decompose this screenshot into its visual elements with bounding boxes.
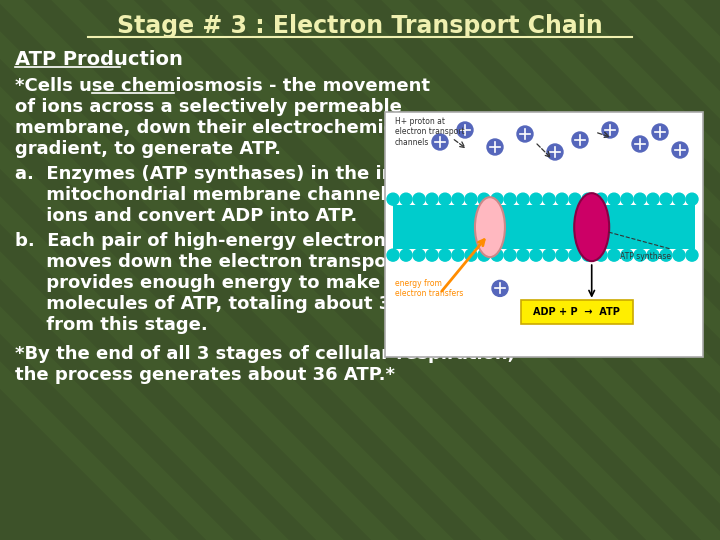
- Text: energy from
electron transfers: energy from electron transfers: [395, 279, 464, 298]
- Circle shape: [530, 193, 542, 205]
- Text: ions and convert ADP into ATP.: ions and convert ADP into ATP.: [15, 207, 357, 225]
- Circle shape: [634, 249, 646, 261]
- Circle shape: [400, 193, 412, 205]
- Circle shape: [465, 193, 477, 205]
- Circle shape: [452, 193, 464, 205]
- Circle shape: [608, 193, 620, 205]
- Circle shape: [487, 139, 503, 155]
- Circle shape: [432, 134, 448, 150]
- Circle shape: [686, 249, 698, 261]
- Circle shape: [647, 249, 659, 261]
- Text: provides enough energy to make about 3: provides enough energy to make about 3: [15, 274, 464, 292]
- Text: a.  Enzymes (ATP synthases) in the inner: a. Enzymes (ATP synthases) in the inner: [15, 165, 428, 183]
- Circle shape: [491, 193, 503, 205]
- Circle shape: [572, 132, 588, 148]
- Circle shape: [517, 249, 529, 261]
- Circle shape: [621, 193, 633, 205]
- Circle shape: [672, 142, 688, 158]
- Circle shape: [478, 193, 490, 205]
- Circle shape: [543, 249, 555, 261]
- Circle shape: [478, 249, 490, 261]
- Circle shape: [517, 193, 529, 205]
- Circle shape: [673, 249, 685, 261]
- Circle shape: [660, 249, 672, 261]
- Circle shape: [491, 249, 503, 261]
- Text: gradient, to generate ATP.: gradient, to generate ATP.: [15, 140, 281, 158]
- Text: ATP synthase: ATP synthase: [620, 252, 671, 261]
- Circle shape: [543, 193, 555, 205]
- Circle shape: [504, 193, 516, 205]
- Circle shape: [595, 193, 607, 205]
- Text: ATP Production: ATP Production: [15, 50, 183, 69]
- Circle shape: [647, 193, 659, 205]
- Text: membrane, down their electrochemical: membrane, down their electrochemical: [15, 119, 413, 137]
- Text: from this stage.: from this stage.: [15, 316, 208, 334]
- Text: Stage # 3 : Electron Transport Chain: Stage # 3 : Electron Transport Chain: [117, 14, 603, 38]
- Text: *By the end of all 3 stages of cellular respiration,: *By the end of all 3 stages of cellular …: [15, 345, 515, 363]
- Ellipse shape: [575, 193, 609, 261]
- Text: mitochondrial membrane channel H+: mitochondrial membrane channel H+: [15, 186, 423, 204]
- Circle shape: [387, 193, 399, 205]
- Circle shape: [582, 249, 594, 261]
- Circle shape: [673, 193, 685, 205]
- Circle shape: [517, 126, 533, 142]
- Circle shape: [632, 136, 648, 152]
- Circle shape: [452, 249, 464, 261]
- Text: H+ proton at
electron transport
channels: H+ proton at electron transport channels: [395, 117, 464, 147]
- Circle shape: [621, 249, 633, 261]
- Circle shape: [439, 193, 451, 205]
- Circle shape: [569, 193, 581, 205]
- Text: of ions across a selectively permeable: of ions across a selectively permeable: [15, 98, 402, 116]
- Circle shape: [569, 249, 581, 261]
- Text: moves down the electron transport chain: moves down the electron transport chain: [15, 253, 464, 271]
- Text: molecules of ATP, totaling about 32 ATP: molecules of ATP, totaling about 32 ATP: [15, 295, 448, 313]
- Circle shape: [413, 193, 425, 205]
- Circle shape: [426, 249, 438, 261]
- Circle shape: [582, 193, 594, 205]
- Text: ADP + P  →  ATP: ADP + P → ATP: [534, 307, 620, 316]
- Circle shape: [504, 249, 516, 261]
- Circle shape: [660, 193, 672, 205]
- Circle shape: [652, 124, 668, 140]
- Text: the process generates about 36 ATP.*: the process generates about 36 ATP.*: [15, 366, 395, 384]
- Circle shape: [602, 122, 618, 138]
- Circle shape: [686, 193, 698, 205]
- Circle shape: [465, 249, 477, 261]
- Circle shape: [492, 280, 508, 296]
- Circle shape: [457, 122, 473, 138]
- Ellipse shape: [475, 197, 505, 257]
- FancyBboxPatch shape: [521, 300, 633, 323]
- Circle shape: [556, 249, 568, 261]
- Circle shape: [634, 193, 646, 205]
- FancyBboxPatch shape: [385, 112, 703, 357]
- Circle shape: [608, 249, 620, 261]
- Circle shape: [595, 249, 607, 261]
- Circle shape: [556, 193, 568, 205]
- Text: b.  Each pair of high-energy electrons that: b. Each pair of high-energy electrons th…: [15, 232, 445, 250]
- Circle shape: [413, 249, 425, 261]
- Circle shape: [530, 249, 542, 261]
- Bar: [393, 205, 695, 249]
- Circle shape: [426, 193, 438, 205]
- Circle shape: [387, 249, 399, 261]
- Circle shape: [547, 144, 563, 160]
- Text: *Cells use chemiosmosis - the movement: *Cells use chemiosmosis - the movement: [15, 77, 430, 95]
- Circle shape: [439, 249, 451, 261]
- Circle shape: [400, 249, 412, 261]
